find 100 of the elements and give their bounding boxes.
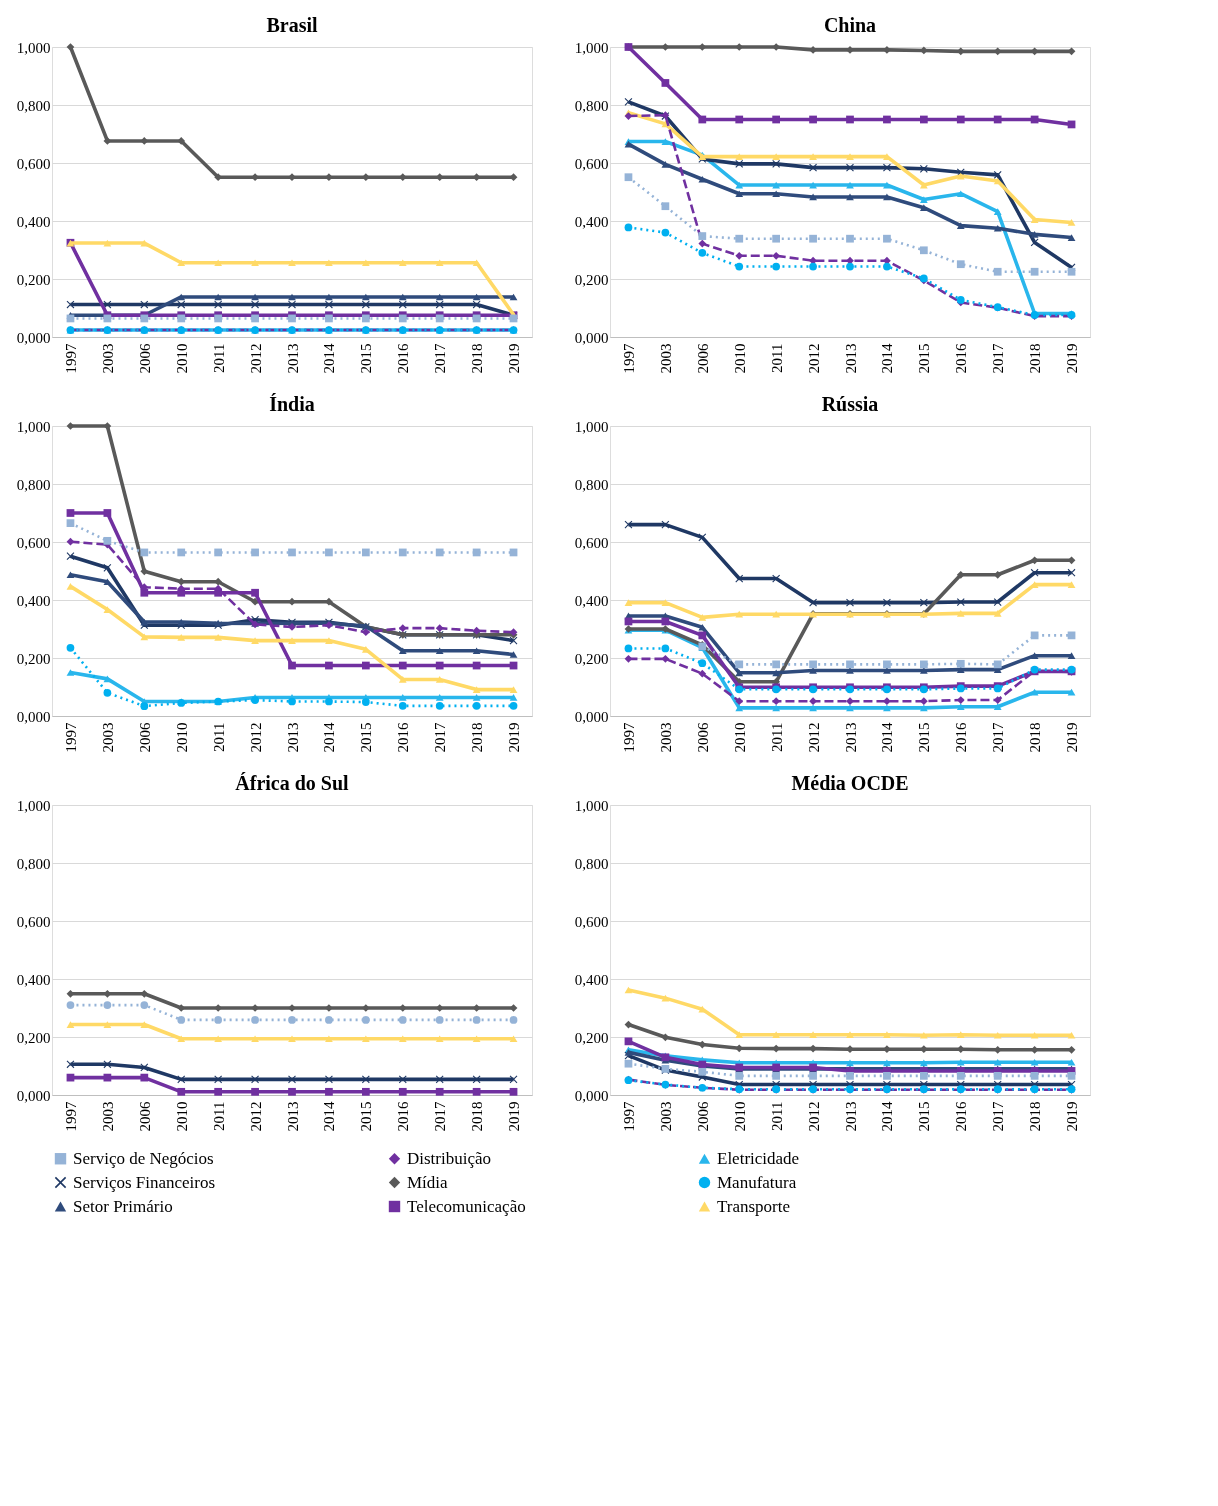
x-tick-label: 1997 bbox=[620, 343, 637, 374]
x-tick-label: 2016 bbox=[395, 343, 412, 374]
legend-label: Serviço de Negócios bbox=[73, 1148, 214, 1168]
x-tick-label: 2010 bbox=[173, 722, 190, 753]
y-tick-label: 0,400 bbox=[16, 971, 51, 988]
legend-label: Mídia bbox=[407, 1172, 449, 1192]
x-tick-label: 2011 bbox=[210, 1101, 227, 1131]
x-tick-label: 2016 bbox=[953, 343, 970, 374]
x-tick-label: 1997 bbox=[620, 1101, 637, 1132]
x-tick-label: 2012 bbox=[247, 343, 264, 374]
x-tick-label: 2016 bbox=[395, 722, 412, 753]
y-tick-label: 0,800 bbox=[574, 855, 609, 872]
y-tick-label: 1,000 bbox=[16, 418, 51, 435]
x-tick-label: 2019 bbox=[506, 722, 523, 753]
x-tick-label: 2017 bbox=[990, 722, 1007, 753]
x-tick-label: 2006 bbox=[694, 722, 711, 753]
x-tick-label: 2018 bbox=[469, 343, 486, 374]
y-tick-label: 0,200 bbox=[16, 271, 51, 288]
x-tick-label: 2018 bbox=[469, 1101, 486, 1132]
x-tick-label: 2019 bbox=[506, 343, 523, 374]
x-tick-label: 2018 bbox=[1027, 1101, 1044, 1132]
x-tick-label: 2019 bbox=[1064, 722, 1081, 753]
x-tick-label: 2006 bbox=[136, 722, 153, 753]
y-tick-label: 0,800 bbox=[574, 97, 609, 114]
x-tick-label: 2003 bbox=[657, 1101, 674, 1132]
x-tick-label: 2013 bbox=[842, 343, 859, 374]
x-tick-label: 2014 bbox=[321, 1101, 338, 1132]
y-tick-label: 1,000 bbox=[16, 39, 51, 56]
x-tick-label: 2006 bbox=[694, 1101, 711, 1132]
y-tick-label: 0,200 bbox=[574, 650, 609, 667]
x-tick-label: 2010 bbox=[173, 1101, 190, 1132]
chart-title: Média OCDE bbox=[791, 772, 909, 794]
x-tick-label: 2015 bbox=[358, 722, 375, 753]
x-tick-label: 2006 bbox=[694, 343, 711, 374]
y-tick-label: 0,800 bbox=[16, 476, 51, 493]
x-tick-label: 2013 bbox=[842, 722, 859, 753]
x-tick-label: 2018 bbox=[469, 722, 486, 753]
y-tick-label: 0,600 bbox=[16, 155, 51, 172]
y-tick-label: 0,600 bbox=[574, 534, 609, 551]
x-tick-label: 2015 bbox=[916, 343, 933, 374]
x-tick-label: 2010 bbox=[731, 1101, 748, 1132]
y-tick-label: 0,200 bbox=[16, 1029, 51, 1046]
x-tick-label: 2017 bbox=[432, 1101, 449, 1132]
y-tick-label: 1,000 bbox=[574, 797, 609, 814]
y-tick-label: 0,400 bbox=[574, 213, 609, 230]
chart-title: Índia bbox=[269, 393, 315, 415]
x-tick-label: 2016 bbox=[953, 1101, 970, 1132]
x-tick-label: 2011 bbox=[210, 722, 227, 752]
x-tick-label: 2019 bbox=[1064, 1101, 1081, 1132]
x-tick-label: 2011 bbox=[768, 722, 785, 752]
x-tick-label: 2010 bbox=[173, 343, 190, 374]
y-tick-label: 0,000 bbox=[16, 708, 51, 725]
legend-label: Telecomunicação bbox=[407, 1196, 526, 1216]
y-tick-label: 0,000 bbox=[16, 1087, 51, 1104]
x-tick-label: 2013 bbox=[284, 343, 301, 374]
x-tick-label: 2018 bbox=[1027, 722, 1044, 753]
x-tick-label: 2012 bbox=[805, 1101, 822, 1132]
y-tick-label: 1,000 bbox=[16, 797, 51, 814]
x-tick-label: 2014 bbox=[321, 343, 338, 374]
x-tick-label: 1997 bbox=[620, 722, 637, 753]
legend-label: Manufatura bbox=[717, 1172, 797, 1192]
y-tick-label: 0,400 bbox=[16, 592, 51, 609]
y-tick-label: 0,800 bbox=[16, 855, 51, 872]
x-tick-label: 2017 bbox=[990, 1101, 1007, 1132]
x-tick-label: 2011 bbox=[210, 343, 227, 373]
x-tick-label: 2010 bbox=[731, 343, 748, 374]
x-tick-label: 2010 bbox=[731, 722, 748, 753]
x-tick-label: 2013 bbox=[284, 1101, 301, 1132]
x-tick-label: 2017 bbox=[990, 343, 1007, 374]
x-tick-label: 2014 bbox=[879, 343, 896, 374]
x-tick-label: 1997 bbox=[62, 1101, 79, 1132]
y-tick-label: 0,400 bbox=[574, 971, 609, 988]
x-tick-label: 2014 bbox=[321, 722, 338, 753]
legend-label: Serviços Financeiros bbox=[73, 1172, 216, 1192]
x-tick-label: 2011 bbox=[768, 343, 785, 373]
x-tick-label: 2003 bbox=[657, 722, 674, 753]
y-tick-label: 0,600 bbox=[574, 155, 609, 172]
y-tick-label: 1,000 bbox=[574, 39, 609, 56]
x-tick-label: 2012 bbox=[805, 343, 822, 374]
x-tick-label: 2017 bbox=[432, 343, 449, 374]
y-tick-label: 0,000 bbox=[574, 329, 609, 346]
legend-label: Transporte bbox=[717, 1196, 791, 1216]
chart-title: Rússia bbox=[821, 393, 879, 415]
x-tick-label: 2015 bbox=[916, 722, 933, 753]
chart-title: China bbox=[823, 14, 877, 36]
y-tick-label: 0,400 bbox=[16, 213, 51, 230]
x-tick-label: 2019 bbox=[1064, 343, 1081, 374]
legend-label: Setor Primário bbox=[73, 1196, 173, 1216]
legend-label: Distribuição bbox=[407, 1148, 492, 1168]
y-tick-label: 0,600 bbox=[16, 913, 51, 930]
y-tick-label: 0,000 bbox=[16, 329, 51, 346]
x-tick-label: 2003 bbox=[99, 722, 116, 753]
y-tick-label: 0,600 bbox=[16, 534, 51, 551]
x-tick-label: 2012 bbox=[247, 722, 264, 753]
chart-title: África do Sul bbox=[235, 772, 350, 794]
x-tick-label: 2015 bbox=[358, 1101, 375, 1132]
x-tick-label: 2015 bbox=[358, 343, 375, 374]
y-tick-label: 0,800 bbox=[574, 476, 609, 493]
y-tick-label: 0,400 bbox=[574, 592, 609, 609]
x-tick-label: 1997 bbox=[62, 343, 79, 374]
